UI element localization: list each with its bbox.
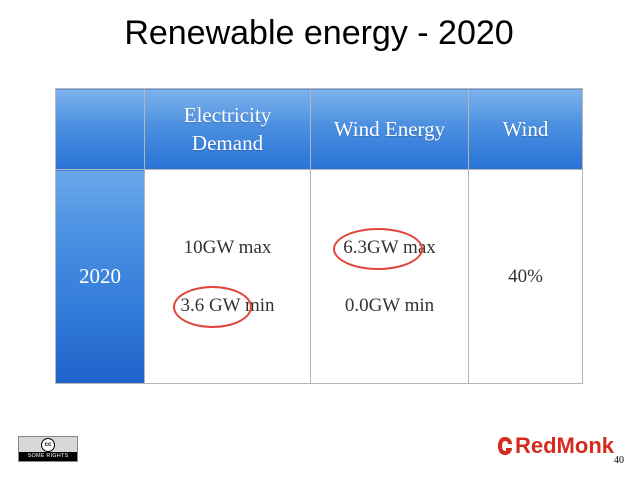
highlight-circle: [333, 227, 424, 270]
highlight-circle: [173, 285, 253, 328]
page-number: 40: [614, 455, 624, 466]
license-text: SOME RIGHTS RESERVED: [27, 453, 69, 469]
row-label-2020: 2020: [55, 169, 145, 384]
wind-energy-min: 0.0GW min: [344, 294, 435, 316]
cell-electricity-demand: 10GW max 3.6 GW min: [144, 169, 311, 384]
redmonk-brand-text: RedMonk: [515, 433, 614, 458]
wind-energy-max: 6.3GW max: [333, 227, 436, 270]
cc-license-badge[interactable]: cc SOME RIGHTS RESERVED: [18, 436, 78, 469]
table-row: 2020 10GW max 3.6 GW min 6.3GW max 0.0GW…: [55, 169, 583, 384]
header-electricity-demand: Electricity Demand: [144, 88, 311, 170]
header-wind-energy: Wind Energy: [310, 88, 469, 170]
header-electricity-line1: Electricity: [183, 102, 272, 127]
energy-table: Electricity Demand Wind Energy Wind 2020…: [55, 88, 583, 384]
header-corner-cell: [55, 88, 145, 170]
redmonk-mark-icon: [497, 436, 513, 456]
header-electricity-line2: Demand: [191, 131, 264, 155]
cell-wind: 40%: [468, 169, 583, 384]
electricity-max: 10GW max: [183, 236, 272, 258]
header-row: Electricity Demand Wind Energy Wind: [55, 88, 583, 170]
redmonk-logo: RedMonk: [497, 432, 614, 460]
electricity-min: 3.6 GW min: [173, 285, 275, 328]
header-wind: Wind: [468, 88, 583, 170]
slide-title: Renewable energy - 2020: [124, 14, 514, 52]
cell-wind-energy: 6.3GW max 0.0GW min: [310, 169, 469, 384]
cc-icon: cc: [41, 437, 55, 452]
